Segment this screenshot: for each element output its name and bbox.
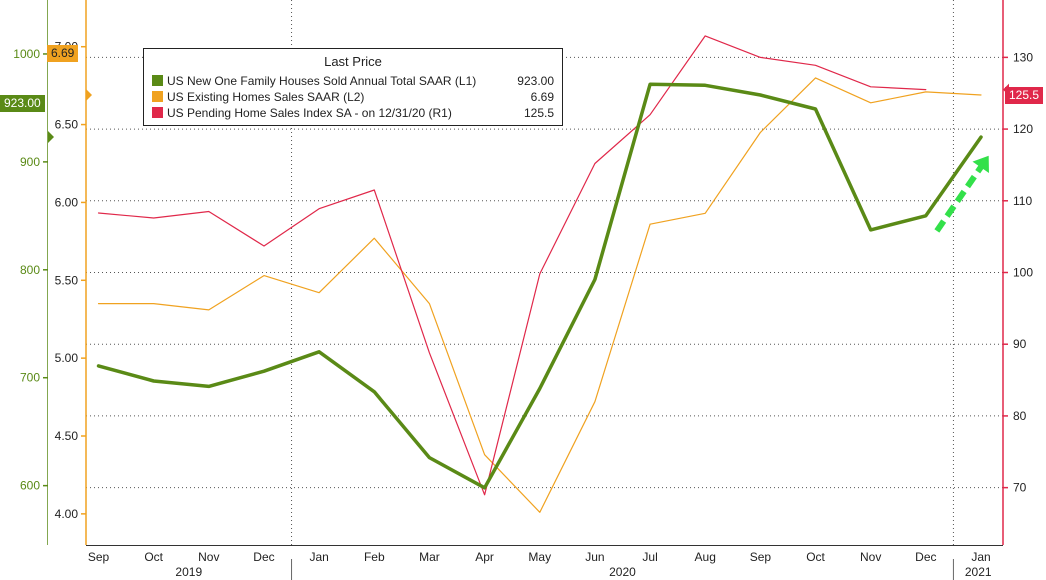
current-value-tag-pending-homes: 125.5: [1005, 87, 1044, 104]
y-axis-l2-tick-label: 6.50: [55, 118, 79, 132]
x-tick-label: Jun: [585, 550, 604, 564]
legend-axis-existing-homes: (L2): [343, 90, 365, 104]
legend-axis-pending-homes: (R1): [428, 106, 452, 120]
legend-entry-pending-homes: US Pending Home Sales Index SA - on 12/3…: [152, 105, 554, 121]
y-axis-l1-tick-label: 900: [20, 155, 40, 169]
y-axis-r1-tick-label: 130: [1013, 50, 1033, 64]
x-tick-label: Dec: [915, 550, 936, 564]
legend-axis-new-homes: (L1): [454, 74, 477, 88]
x-tick-label: Sep: [750, 550, 772, 564]
y-axis-l2-panel: [48, 0, 86, 545]
x-tick-label: Jan: [309, 550, 328, 564]
year-label: 2020: [609, 565, 636, 579]
y-axis-r1-tick-label: 110: [1013, 194, 1032, 208]
series-line-existing-homes: [97, 77, 982, 513]
y-axis-l1-tick-label: 800: [20, 263, 40, 277]
year-label: 2019: [175, 565, 202, 579]
x-tick-label: May: [528, 550, 551, 564]
y-axis-l2-tick-label: 5.00: [55, 351, 79, 365]
y-axis-l2-current-marker: [86, 88, 92, 101]
y-axis-l2-tick-label: 4.50: [55, 429, 79, 443]
legend-swatch-new-homes: [152, 75, 163, 86]
legend-label-new-homes: US New One Family Houses Sold Annual Tot…: [167, 74, 452, 88]
x-tick-label: Oct: [806, 550, 825, 564]
series-line-pending-homes: [97, 35, 927, 496]
y-axis-r1-tick-label: 90: [1013, 337, 1027, 351]
current-value-tag-new-homes: 923.00: [0, 95, 45, 112]
series-line-new-homes: [96, 82, 983, 490]
y-axis-l2-tick-label: 5.50: [55, 273, 79, 287]
x-tick-label: Nov: [860, 550, 881, 564]
legend-entry-new-homes: US New One Family Houses Sold Annual Tot…: [152, 73, 554, 89]
legend-title: Last Price: [324, 54, 382, 69]
x-tick-label: Jan: [971, 550, 990, 564]
x-tick-label: Apr: [475, 550, 494, 564]
legend-entry-existing-homes: US Existing Homes Sales SAAR (L2) 6.69: [152, 89, 554, 105]
y-axis-l1-panel: [0, 0, 48, 545]
x-axis-strip: [0, 545, 1046, 580]
y-axis-l2-tick-label: 6.00: [55, 195, 79, 209]
legend-label-pending-homes: US Pending Home Sales Index SA - on 12/3…: [167, 106, 426, 120]
y-axis-r1-tick-label: 70: [1013, 481, 1027, 495]
legend-swatch-pending-homes: [152, 107, 163, 118]
legend: Last Price US New One Family Houses Sold…: [143, 48, 563, 126]
annotation-arrow-head: [972, 155, 989, 174]
legend-value-pending-homes: 125.5: [523, 106, 554, 120]
x-tick-label: Jul: [642, 550, 657, 564]
y-axis-l1-tick-label: 700: [20, 371, 40, 385]
year-label: 2021: [965, 565, 992, 579]
y-axis-l1-tick-label: 600: [20, 479, 40, 493]
y-axis-l2-tick-label: 4.00: [55, 507, 79, 521]
x-tick-label: Oct: [144, 550, 163, 564]
x-tick-label: Nov: [198, 550, 219, 564]
legend-label-existing-homes: US Existing Homes Sales SAAR: [167, 90, 340, 104]
x-tick-label: Dec: [253, 550, 274, 564]
y-axis-l1-current-marker: [48, 131, 54, 144]
legend-value-existing-homes: 6.69: [530, 90, 554, 104]
y-axis-r1-tick-label: 100: [1013, 266, 1033, 280]
y-axis-l1-tick-label: 1000: [13, 47, 40, 61]
x-tick-label: Feb: [364, 550, 385, 564]
legend-value-new-homes: 923.00: [517, 74, 554, 88]
x-tick-label: Sep: [88, 550, 110, 564]
current-value-tag-existing-homes: 6.69: [47, 45, 79, 62]
y-axis-r1-tick-label: 120: [1013, 122, 1033, 136]
x-tick-label: Mar: [419, 550, 440, 564]
y-axis-r1-tick-label: 80: [1013, 409, 1027, 423]
legend-swatch-existing-homes: [152, 91, 163, 102]
annotation-arrow-shaft: [934, 162, 986, 233]
x-tick-label: Aug: [695, 550, 716, 564]
